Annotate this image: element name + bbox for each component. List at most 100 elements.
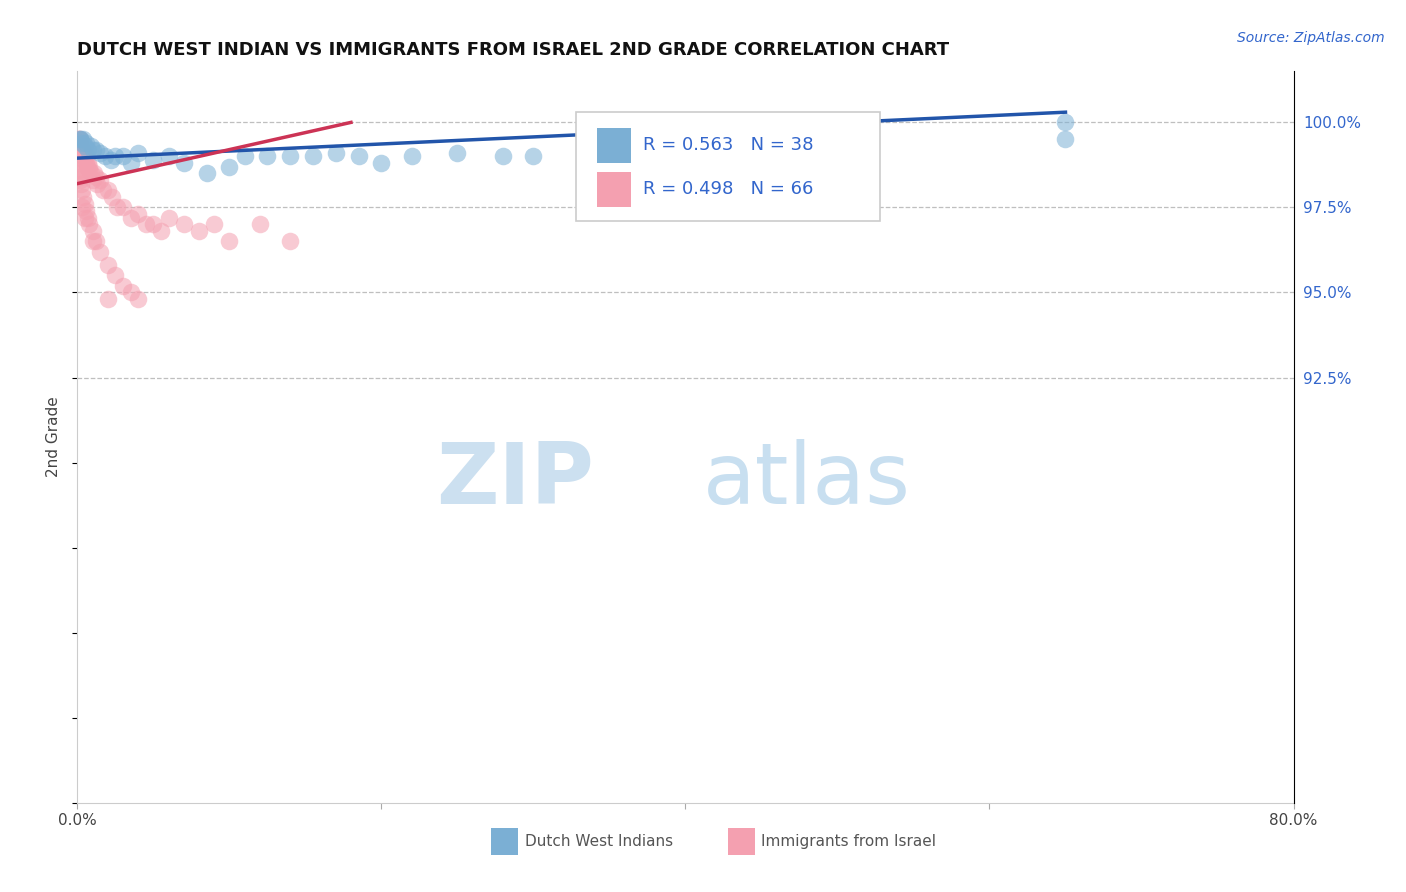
Point — [202, 218, 225, 232]
Point — [69, 132, 91, 146]
Point — [97, 293, 120, 307]
Point — [69, 173, 91, 187]
Point — [72, 143, 94, 157]
Point — [827, 143, 849, 157]
Point — [72, 190, 94, 204]
Point — [325, 146, 347, 161]
Point — [111, 149, 134, 163]
Point — [84, 235, 107, 249]
Point — [1054, 115, 1077, 129]
Point — [120, 211, 142, 225]
Point — [218, 160, 240, 174]
Text: atlas: atlas — [703, 440, 911, 523]
Text: DUTCH WEST INDIAN VS IMMIGRANTS FROM ISRAEL 2ND GRADE CORRELATION CHART: DUTCH WEST INDIAN VS IMMIGRANTS FROM ISR… — [77, 41, 949, 59]
Point — [89, 146, 111, 161]
Point — [73, 139, 96, 153]
Point — [370, 156, 392, 170]
Point — [598, 149, 620, 163]
Point — [77, 211, 100, 225]
Text: Immigrants from Israel: Immigrants from Israel — [761, 834, 936, 849]
Point — [142, 153, 165, 167]
Point — [69, 143, 91, 157]
Point — [67, 132, 90, 146]
Point — [82, 143, 104, 157]
Point — [278, 235, 301, 249]
Point — [80, 166, 103, 180]
Point — [76, 160, 98, 174]
Point — [446, 146, 468, 161]
Point — [188, 224, 211, 238]
Point — [69, 132, 91, 146]
Point — [73, 146, 96, 161]
Point — [401, 149, 423, 163]
Point — [84, 143, 107, 157]
Point — [70, 177, 93, 191]
Point — [256, 149, 278, 163]
Point — [75, 149, 97, 163]
Point — [120, 285, 142, 300]
Point — [104, 268, 127, 283]
Point — [67, 132, 90, 146]
Point — [70, 136, 93, 150]
Point — [157, 211, 180, 225]
Point — [69, 169, 91, 184]
Bar — [596, 128, 631, 163]
Point — [73, 197, 96, 211]
Point — [79, 160, 101, 174]
Point — [75, 203, 97, 218]
Point — [173, 218, 195, 232]
Text: Source: ZipAtlas.com: Source: ZipAtlas.com — [1237, 31, 1385, 45]
Point — [69, 132, 91, 146]
Point — [77, 163, 100, 178]
Point — [104, 149, 127, 163]
Point — [89, 244, 111, 259]
Bar — [728, 828, 755, 855]
Point — [111, 278, 134, 293]
Point — [127, 146, 149, 161]
Point — [82, 235, 104, 249]
Point — [249, 218, 271, 232]
Point — [75, 136, 97, 150]
Point — [195, 166, 218, 180]
Point — [83, 166, 105, 180]
Point — [157, 149, 180, 163]
Point — [675, 149, 697, 163]
Point — [97, 183, 120, 197]
Point — [120, 156, 142, 170]
Point — [84, 169, 107, 184]
Point — [91, 183, 114, 197]
Point — [105, 201, 128, 215]
Point — [67, 136, 90, 150]
Point — [233, 149, 256, 163]
Point — [127, 207, 149, 221]
Point — [67, 163, 90, 178]
Point — [77, 143, 100, 157]
Point — [67, 156, 90, 170]
Point — [67, 139, 90, 153]
FancyBboxPatch shape — [576, 112, 880, 221]
Point — [278, 149, 301, 163]
Point — [80, 139, 103, 153]
Point — [89, 173, 111, 187]
Point — [135, 218, 157, 232]
Text: Dutch West Indians: Dutch West Indians — [524, 834, 673, 849]
Point — [101, 190, 124, 204]
Point — [82, 173, 104, 187]
Point — [1054, 132, 1077, 146]
Point — [492, 149, 515, 163]
Point — [70, 139, 93, 153]
Point — [100, 153, 122, 167]
Point — [302, 149, 325, 163]
Point — [70, 143, 93, 157]
Point — [82, 224, 104, 238]
Point — [75, 156, 97, 170]
Point — [347, 149, 370, 163]
Point — [86, 177, 108, 191]
Point — [149, 224, 172, 238]
Point — [111, 201, 134, 215]
Point — [522, 149, 544, 163]
Point — [127, 293, 149, 307]
Point — [73, 211, 96, 225]
Point — [70, 183, 93, 197]
Point — [97, 258, 120, 272]
